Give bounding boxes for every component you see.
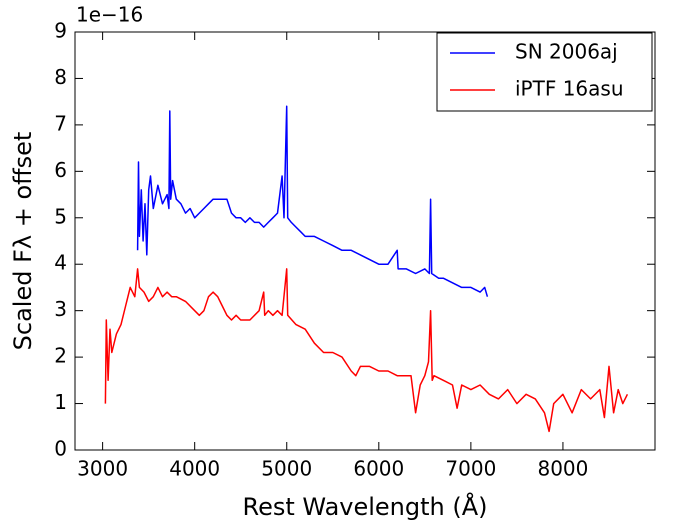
y-tick-label: 6 — [54, 158, 67, 182]
y-tick-label: 0 — [54, 437, 67, 461]
plot-frame — [74, 31, 656, 451]
offset-text: 1e−16 — [76, 3, 143, 27]
x-tick-label: 6000 — [353, 457, 404, 481]
y-tick-label: 3 — [54, 297, 67, 321]
x-tick-label: 5000 — [261, 457, 312, 481]
y-tick-label: 5 — [54, 204, 67, 228]
y-axis-label: Scaled Fλ + offset — [9, 132, 37, 351]
x-tick-label: 3000 — [77, 457, 128, 481]
x-tick-label: 4000 — [169, 457, 220, 481]
x-tick-label: 7000 — [445, 457, 496, 481]
x-axis-label: Rest Wavelength (Å) — [242, 492, 487, 521]
y-tick-label: 9 — [54, 19, 67, 43]
legend-box — [436, 32, 653, 112]
y-tick-label: 4 — [54, 251, 67, 275]
legend-label: iPTF 16asu — [515, 77, 624, 101]
y-tick-label: 8 — [54, 65, 67, 89]
spectrum-line — [104, 268, 629, 433]
legend-label: SN 2006aj — [515, 40, 618, 64]
y-tick-label: 2 — [54, 344, 67, 368]
spectrum-line — [136, 105, 489, 297]
y-tick-label: 1 — [54, 390, 67, 414]
x-tick-label: 8000 — [537, 457, 588, 481]
y-tick-label: 7 — [54, 111, 67, 135]
